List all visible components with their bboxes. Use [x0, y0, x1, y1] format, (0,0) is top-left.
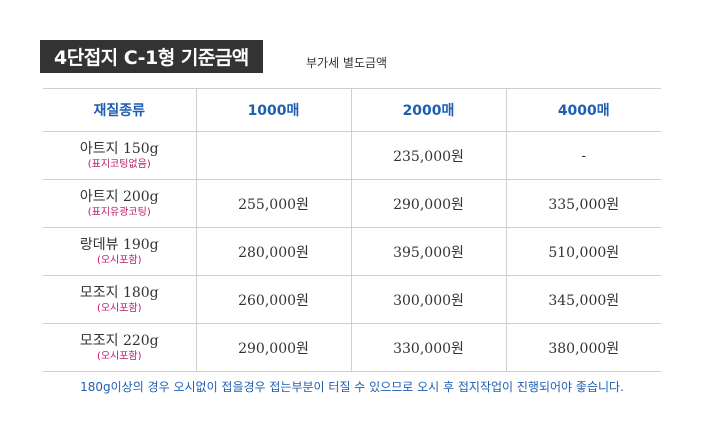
header-qty-1000: 1000매 — [195, 88, 351, 132]
material-option: (표지코팅없음) — [87, 158, 151, 170]
material-name: 아트지 150g — [79, 140, 159, 157]
price-cell: 280,000원 — [195, 227, 351, 276]
price-cell: 335,000원 — [505, 179, 661, 228]
price-cell: - — [505, 131, 661, 180]
price-cell: 290,000원 — [195, 323, 351, 372]
price-table: 재질종류 1000매 2000매 4000매 아트지 150g (표지코팅없음)… — [43, 88, 661, 372]
table-row: 모조지 180g (오시포함) 260,000원 300,000원 345,00… — [43, 275, 661, 324]
header-material: 재질종류 — [43, 88, 196, 132]
price-cell: 290,000원 — [350, 179, 506, 228]
price-cell: 235,000원 — [350, 131, 506, 180]
header-qty-4000: 4000매 — [505, 88, 661, 132]
material-option: (오시포함) — [96, 302, 142, 314]
price-cell — [195, 131, 351, 180]
table-row: 랑데뷰 190g (오시포함) 280,000원 395,000원 510,00… — [43, 227, 661, 276]
price-cell: 330,000원 — [350, 323, 506, 372]
price-cell: 300,000원 — [350, 275, 506, 324]
material-option: (표지유광코팅) — [87, 206, 151, 218]
table-header-row: 재질종류 1000매 2000매 4000매 — [43, 88, 661, 132]
material-name: 아트지 200g — [79, 188, 159, 205]
material-option: (오시포함) — [96, 254, 142, 266]
price-cell: 380,000원 — [505, 323, 661, 372]
table-row: 아트지 150g (표지코팅없음) 235,000원 - — [43, 131, 661, 180]
material-cell: 모조지 220g (오시포함) — [43, 323, 196, 372]
material-cell: 모조지 180g (오시포함) — [43, 275, 196, 324]
header-qty-2000: 2000매 — [350, 88, 506, 132]
price-cell: 260,000원 — [195, 275, 351, 324]
material-name: 모조지 180g — [79, 284, 159, 301]
material-option: (오시포함) — [96, 350, 142, 362]
table-row: 모조지 220g (오시포함) 290,000원 330,000원 380,00… — [43, 323, 661, 372]
price-cell: 395,000원 — [350, 227, 506, 276]
material-name: 랑데뷰 190g — [79, 236, 159, 253]
price-cell: 345,000원 — [505, 275, 661, 324]
price-cell: 510,000원 — [505, 227, 661, 276]
vat-note: 부가세 별도금액 — [306, 56, 388, 70]
material-cell: 아트지 150g (표지코팅없음) — [43, 131, 196, 180]
material-cell: 랑데뷰 190g (오시포함) — [43, 227, 196, 276]
footnote: 180g이상의 경우 오시없이 접을경우 접는부분이 터질 수 있으므로 오시 … — [80, 380, 624, 394]
price-cell: 255,000원 — [195, 179, 351, 228]
material-name: 모조지 220g — [79, 332, 159, 349]
page-title: 4단접지 C-1형 기준금액 — [40, 40, 263, 73]
material-cell: 아트지 200g (표지유광코팅) — [43, 179, 196, 228]
table-row: 아트지 200g (표지유광코팅) 255,000원 290,000원 335,… — [43, 179, 661, 228]
